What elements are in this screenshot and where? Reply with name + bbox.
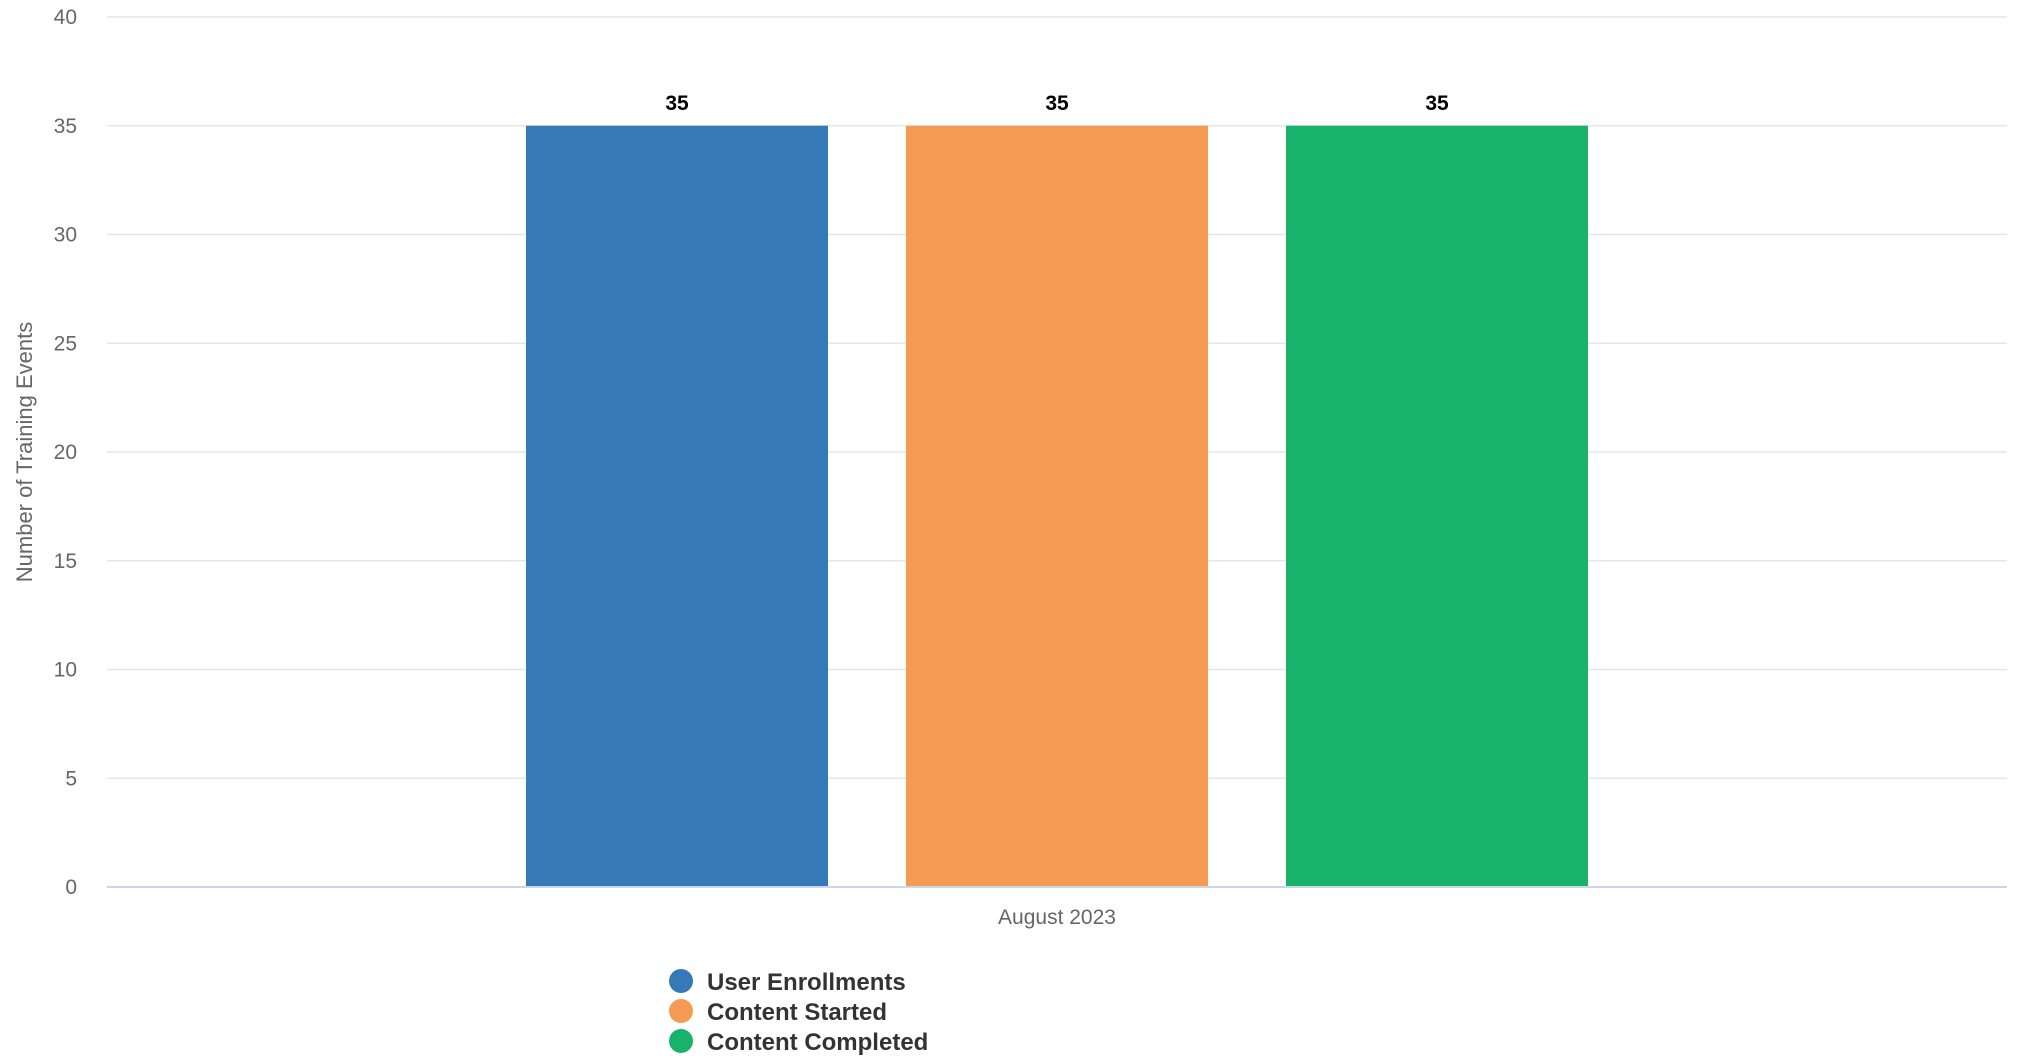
y-tick-label: 35 — [54, 115, 77, 138]
data-labels: 35 35 35 — [665, 92, 1449, 115]
y-tick-label: 40 — [54, 6, 77, 29]
data-label: 35 — [1425, 92, 1449, 115]
y-tick-label: 20 — [54, 441, 77, 464]
y-axis-title: Number of Training Events — [12, 322, 37, 582]
legend: User Enrollments Content Started Content C… — [669, 969, 928, 1056]
y-tick-label: 30 — [54, 224, 77, 247]
bar-user-enrollments[interactable] — [526, 125, 828, 887]
y-tick-label: 15 — [54, 550, 77, 573]
y-tick-label: 0 — [65, 876, 77, 899]
bars — [526, 125, 1588, 887]
y-tick-label: 25 — [54, 332, 77, 355]
data-label: 35 — [665, 92, 689, 115]
legend-item-label[interactable]: User Enrollments — [707, 969, 906, 996]
legend-marker[interactable] — [669, 969, 693, 993]
legend-item-label[interactable]: Content Started — [707, 999, 887, 1026]
y-axis-ticks: 0 5 10 15 20 25 30 35 40 — [54, 6, 77, 899]
y-tick-label: 5 — [65, 767, 77, 790]
data-label: 35 — [1045, 92, 1069, 115]
bar-content-completed[interactable] — [1286, 125, 1588, 887]
legend-marker[interactable] — [669, 1029, 693, 1053]
legend-marker[interactable] — [669, 999, 693, 1023]
y-tick-label: 10 — [54, 659, 77, 682]
legend-item-label[interactable]: Content Completed — [707, 1029, 928, 1056]
x-axis-ticks: August 2023 — [998, 906, 1116, 929]
x-tick-label: August 2023 — [998, 906, 1116, 929]
bar-content-started[interactable] — [906, 125, 1208, 887]
